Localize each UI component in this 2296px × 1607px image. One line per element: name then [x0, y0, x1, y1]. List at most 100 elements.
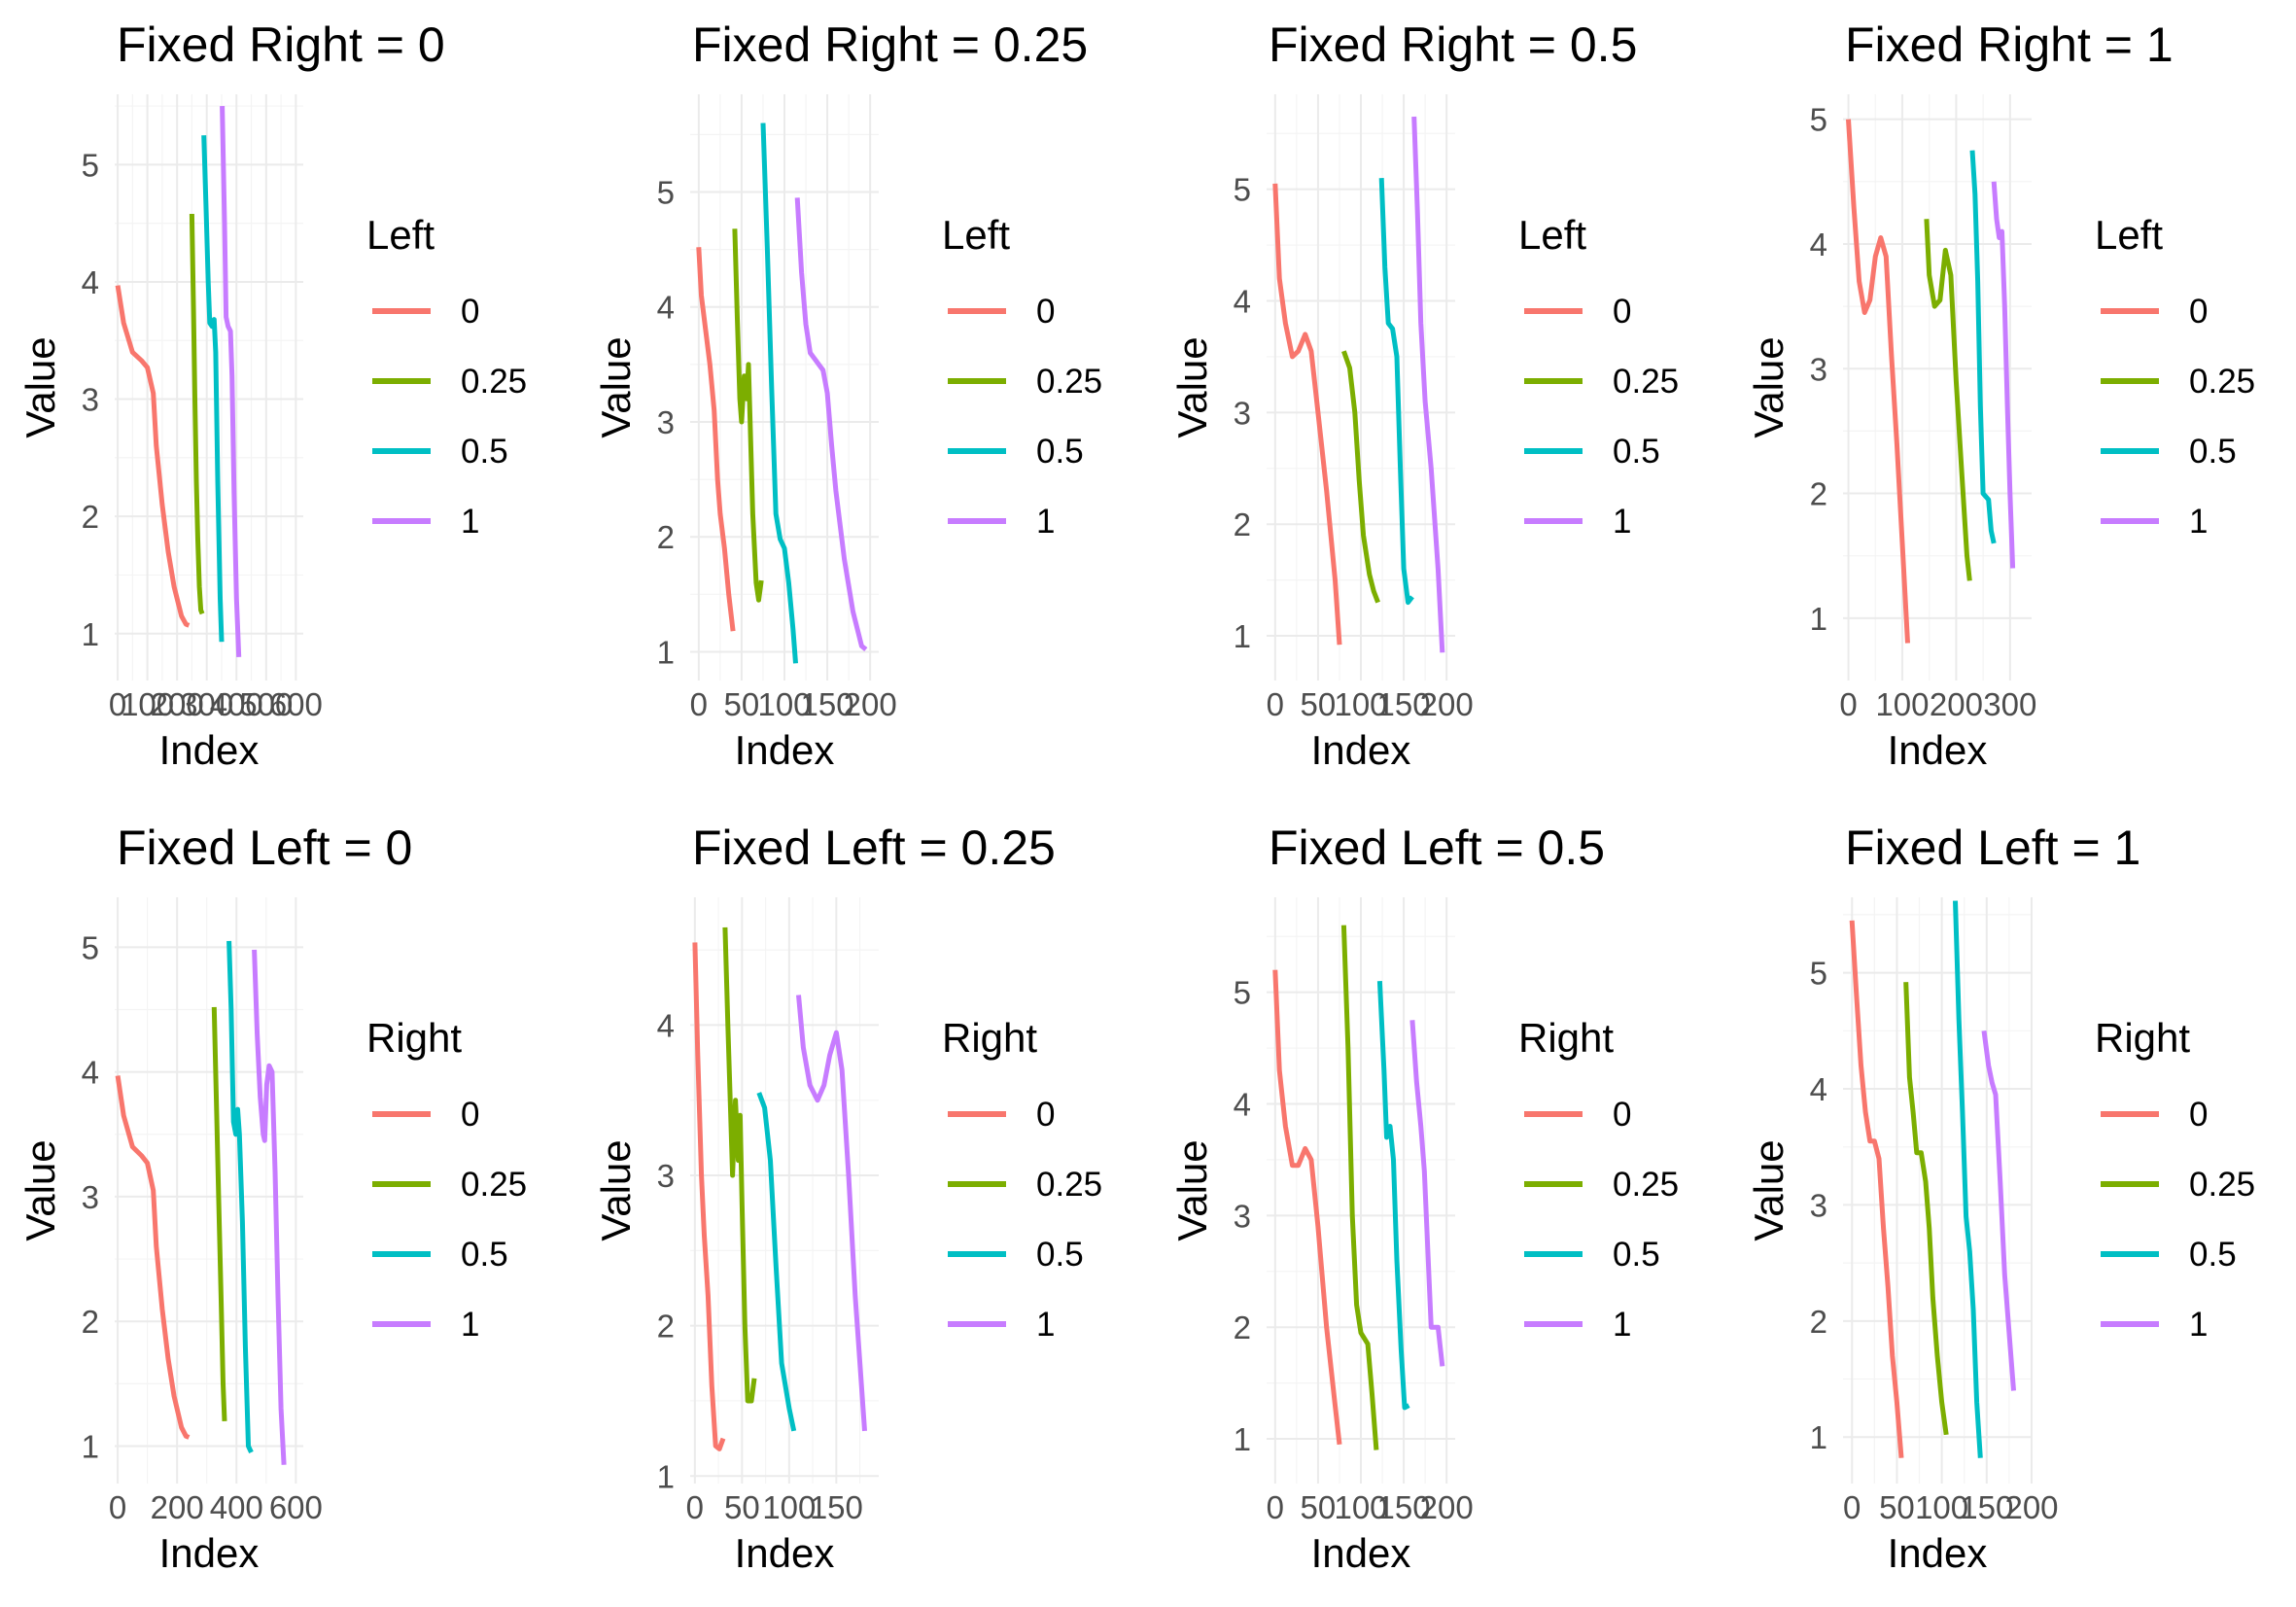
- x-tick-label: 100: [1915, 1489, 1968, 1525]
- y-tick-label: 3: [657, 1158, 675, 1194]
- plot-area: [690, 897, 879, 1484]
- plot-area: [115, 897, 303, 1484]
- x-tick-label: 150: [1377, 686, 1431, 722]
- x-tick-label: 50: [1301, 1489, 1337, 1525]
- series-line-2: [1341, 350, 1380, 604]
- x-tick-label: 400: [210, 1489, 263, 1525]
- y-tick-label: 3: [1234, 1198, 1251, 1234]
- series-line-1: [115, 1075, 191, 1440]
- y-tick-label: 1: [657, 1458, 675, 1494]
- legend-title: Left: [366, 212, 435, 258]
- legend-label: 1: [2189, 503, 2208, 541]
- legend-title: Right: [366, 1015, 462, 1061]
- series-line-3: [1376, 980, 1410, 1411]
- y-tick-label: 2: [82, 499, 99, 535]
- x-tick-label: 0: [1843, 1489, 1861, 1525]
- x-tick-label: 200: [844, 686, 897, 722]
- legend-label: 0.25: [461, 1166, 527, 1204]
- y-tick-label: 5: [82, 929, 99, 965]
- legend-label: 0.5: [461, 433, 508, 471]
- series-line-4: [220, 106, 242, 657]
- y-tick-label: 5: [1234, 172, 1251, 208]
- y-tick-label: 4: [1810, 227, 1827, 262]
- y-tick-label: 3: [1234, 395, 1251, 431]
- x-tick-label: 100: [1334, 686, 1387, 722]
- legend-label: 1: [1036, 1306, 1055, 1344]
- x-axis-title: Index: [735, 1530, 835, 1576]
- panel-title: Fixed Right = 0.5: [1269, 17, 1637, 72]
- y-tick-label: 3: [657, 404, 675, 440]
- legend: Right 0 0.25 0.5 1: [942, 1015, 1102, 1344]
- series-line-2: [1903, 982, 1949, 1436]
- legend: Right 0 0.25 0.5 1: [366, 1015, 527, 1344]
- x-tick-label: 600: [269, 686, 323, 722]
- x-tick-label: 400: [210, 686, 263, 722]
- legend-label: 1: [1613, 1306, 1631, 1344]
- legend-label: 0: [2189, 293, 2208, 331]
- x-axis-title: Index: [1888, 1530, 1988, 1576]
- legend-label: 0: [1613, 1096, 1631, 1134]
- x-tick-label: 150: [1377, 1489, 1431, 1525]
- series-line-4: [1991, 181, 2016, 569]
- x-tick-label: 50: [1879, 1489, 1915, 1525]
- series-line-3: [756, 1092, 797, 1432]
- legend-label: 0.5: [1613, 433, 1660, 471]
- plot-area: [1843, 897, 2033, 1484]
- series-line-1: [1272, 969, 1342, 1446]
- legend-label: 0.5: [1613, 1236, 1660, 1274]
- y-tick-label: 5: [1810, 956, 1827, 992]
- y-tick-label: 3: [1810, 351, 1827, 387]
- x-tick-label: 0: [1839, 686, 1857, 722]
- series-line-1: [1849, 920, 1904, 1458]
- y-tick-label: 1: [82, 616, 99, 652]
- y-tick-label: 5: [1234, 975, 1251, 1011]
- series-line-3: [226, 940, 254, 1453]
- series-line-1: [115, 285, 191, 628]
- x-tick-label: 200: [151, 1489, 204, 1525]
- series-line-4: [1981, 1030, 2016, 1391]
- y-tick-label: 1: [657, 634, 675, 670]
- x-tick-label: 0: [109, 1489, 126, 1525]
- panel-title: Fixed Left = 0.5: [1269, 821, 1605, 875]
- x-tick-label: 300: [1983, 686, 2036, 722]
- legend-title: Right: [2095, 1015, 2190, 1061]
- y-tick-label: 3: [82, 1179, 99, 1215]
- series-line-1: [696, 247, 736, 632]
- legend-label: 0.25: [1036, 1166, 1102, 1204]
- y-tick-label: 1: [1810, 1419, 1827, 1455]
- chart-panel-4: 0 100 200 300 1 2 3 4 5 Fixed Right = 1 Index Value…: [1746, 17, 2255, 773]
- y-tick-label: 4: [1234, 1086, 1251, 1122]
- series-line-3: [760, 122, 798, 664]
- y-tick-label: 4: [82, 264, 99, 300]
- legend: Left 0 0.25 0.5 1: [942, 212, 1102, 541]
- legend-label: 0.25: [2189, 1166, 2255, 1204]
- legend-label: 0.5: [1036, 433, 1084, 471]
- y-tick-label: 3: [82, 382, 99, 418]
- x-axis-title: Index: [159, 727, 260, 773]
- plot-area: [1267, 94, 1455, 681]
- legend: Right 0 0.25 0.5 1: [1518, 1015, 1679, 1344]
- y-tick-label: 1: [1810, 601, 1827, 637]
- series-line-2: [1340, 925, 1379, 1450]
- legend: Left 0 0.25 0.5 1: [366, 212, 527, 541]
- y-axis-title: Value: [17, 336, 63, 437]
- x-tick-label: 200: [2004, 1489, 2058, 1525]
- y-tick-label: 4: [657, 1007, 675, 1043]
- x-tick-label: 100: [1875, 686, 1929, 722]
- x-tick-label: 200: [1930, 686, 1983, 722]
- y-tick-label: 2: [1810, 476, 1827, 512]
- y-tick-label: 3: [1810, 1187, 1827, 1223]
- chart-panel-5: 0 200 400 600 1 2 3 4 5 Fixed Left = 0 Index Value R…: [17, 821, 527, 1576]
- panel-title: Fixed Left = 0.25: [692, 821, 1056, 875]
- plot-area: [1843, 94, 2032, 681]
- y-axis-title: Value: [1169, 1139, 1215, 1240]
- legend-label: 0.25: [1613, 1166, 1679, 1204]
- x-tick-label: 150: [810, 1489, 863, 1525]
- y-axis-title: Value: [593, 336, 639, 437]
- x-tick-label: 600: [269, 1489, 323, 1525]
- x-tick-label: 200: [1420, 1489, 1474, 1525]
